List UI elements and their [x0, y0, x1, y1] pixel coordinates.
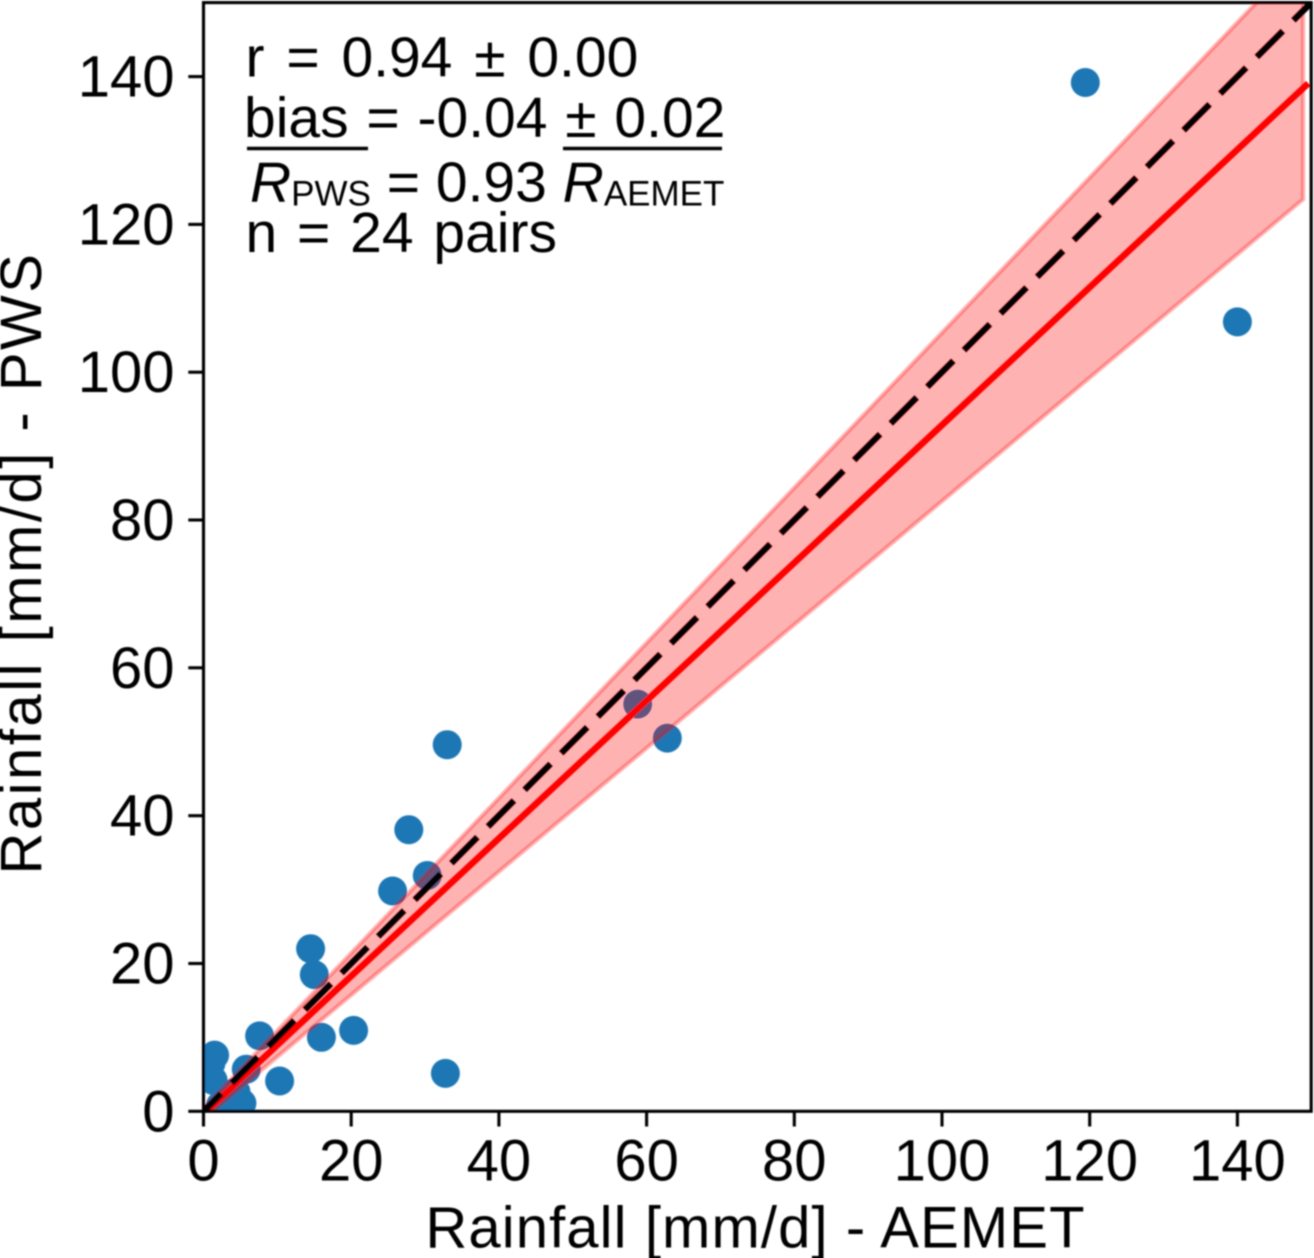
svg-text:0: 0	[142, 1079, 174, 1144]
svg-text:40: 40	[467, 1129, 532, 1194]
svg-text:20: 20	[319, 1129, 384, 1194]
svg-text:n = 24 pairs: n = 24 pairs	[246, 201, 557, 265]
svg-text:60: 60	[614, 1129, 679, 1194]
svg-text:100: 100	[78, 340, 175, 405]
svg-text:120: 120	[1041, 1129, 1138, 1194]
svg-text:RPWS = 0.93 RAEMET: RPWS = 0.93 RAEMET	[250, 151, 724, 215]
svg-text:100: 100	[894, 1129, 991, 1194]
svg-text:60: 60	[110, 636, 175, 701]
svg-text:20: 20	[110, 932, 175, 997]
svg-text:r = 0.94 ± 0.00: r = 0.94 ± 0.00	[246, 26, 639, 90]
svg-text:120: 120	[78, 192, 175, 257]
svg-text:140: 140	[78, 45, 175, 110]
svg-text:80: 80	[762, 1129, 827, 1194]
svg-text:bias = -0.04 ± 0.02: bias = -0.04 ± 0.02	[244, 86, 725, 150]
svg-text:80: 80	[110, 488, 175, 553]
svg-text:Rainfall [mm/d] - PWS: Rainfall [mm/d] - PWS	[0, 252, 54, 875]
svg-text:40: 40	[110, 784, 175, 849]
svg-text:0: 0	[187, 1129, 219, 1194]
svg-text:140: 140	[1189, 1129, 1286, 1194]
svg-text:Rainfall [mm/d] - AEMET: Rainfall [mm/d] - AEMET	[425, 1196, 1085, 1258]
